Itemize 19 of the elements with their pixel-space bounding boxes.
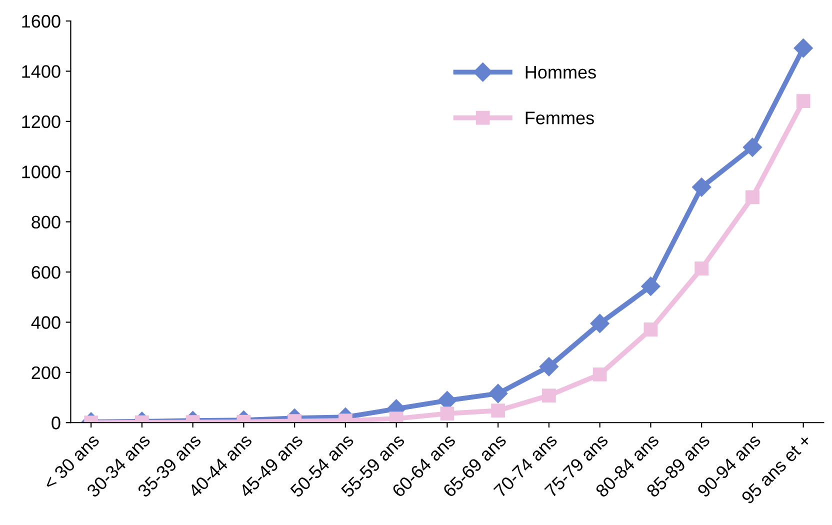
point [692, 178, 712, 197]
y-tick-label: 200 [32, 366, 60, 380]
legend-label: Femmes [526, 112, 594, 124]
legend-label: Hommes [526, 66, 596, 79]
y-tick-label: 1200 [22, 115, 60, 128]
point [746, 190, 760, 204]
y-tick-label: 600 [32, 266, 60, 279]
y-tick-label: 0 [52, 416, 60, 430]
y-tick-label: 1600 [22, 14, 60, 28]
point [742, 138, 762, 157]
point [794, 38, 813, 58]
y-tick-label: 1000 [22, 166, 60, 178]
point [694, 262, 709, 276]
y-tick-label: 400 [31, 316, 60, 329]
y-tick-label: 800 [32, 216, 60, 229]
point [796, 94, 810, 108]
y-tick-label: 1400 [22, 65, 60, 78]
point [389, 412, 404, 423]
point [641, 276, 660, 296]
